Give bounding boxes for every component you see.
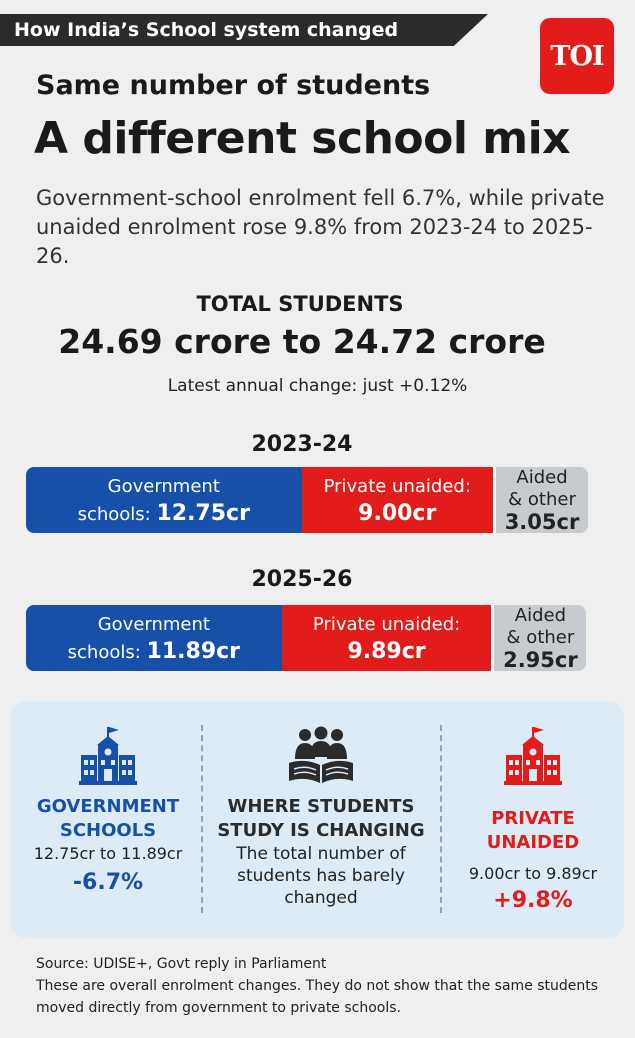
- year-label-2023-24: 2023-24: [251, 432, 353, 457]
- source-line: Source: UDISE+, Govt reply in Parliament: [36, 956, 327, 972]
- segment-name: Aided: [514, 605, 567, 626]
- segment-name: Government: [107, 475, 220, 497]
- students-reading-icon: [289, 726, 353, 783]
- government-change: -6.7%: [72, 870, 144, 895]
- bar-segment-aided-2025-26: Aided & other 2.95cr: [494, 605, 587, 672]
- data-label-private-2023-24: 9.00cr: [358, 501, 437, 526]
- segment-label: schools: 12.75cr: [77, 500, 250, 526]
- segment-name: Government: [97, 613, 210, 635]
- private-range: 9.00cr to 9.89cr: [468, 864, 598, 883]
- segment-name-2: & other: [508, 489, 576, 510]
- annual-change: Latest annual change: just +0.12%: [167, 376, 468, 396]
- topic-tag: How India’s School system changed: [0, 14, 488, 46]
- segment-name: Private unaided:: [312, 614, 461, 635]
- bar-2025-26: Government schools: 11.89cr Private unai…: [26, 605, 587, 672]
- private-summary: PRIVATE UNAIDED 9.00cr to 9.89cr +9.8%: [444, 725, 622, 915]
- middle-text: The total number of students has barely …: [236, 844, 406, 908]
- government-school-icon: [79, 727, 137, 785]
- segment-label: schools: 11.89cr: [67, 638, 241, 664]
- government-summary: GOVERNMENT SCHOOLS 12.75cr to 11.89cr -6…: [20, 725, 196, 897]
- toi-logo: TOI: [540, 18, 614, 94]
- panel-divider: [201, 725, 203, 913]
- total-students-value: 24.69 crore to 24.72 crore: [58, 322, 546, 361]
- data-label-government-2025-26: 11.89cr: [146, 638, 241, 664]
- year-label-2025-26: 2025-26: [251, 567, 353, 592]
- subheading: Same number of students: [36, 70, 431, 101]
- bar-segment-private-2023-24: Private unaided: 9.00cr: [301, 467, 496, 533]
- government-title: GOVERNMENT SCHOOLS: [36, 796, 180, 841]
- intro-text: Government-school enrolment fell 6.7%, w…: [36, 186, 605, 268]
- segment-name-2: & other: [506, 627, 575, 648]
- source-caveat: These are overall enrolment changes. The…: [36, 978, 599, 1016]
- source-note: Source: UDISE+, Govt reply in Parliament…: [36, 953, 606, 1019]
- middle-summary: WHERE STUDENTS STUDY IS CHANGING The tot…: [206, 725, 436, 909]
- data-label-private-2025-26: 9.89cr: [347, 639, 426, 664]
- private-school-icon: [504, 727, 562, 785]
- data-label-government-2023-24: 12.75cr: [156, 500, 250, 526]
- total-students-label: TOTAL STUDENTS: [196, 292, 404, 316]
- bar-2023-24: Government schools: 12.75cr Private unai…: [26, 467, 588, 533]
- private-change: +9.8%: [493, 888, 573, 913]
- data-label-aided-2023-24: 3.05cr: [504, 510, 580, 534]
- government-range: 12.75cr to 11.89cr: [33, 844, 183, 863]
- segment-name: Aided: [516, 467, 568, 488]
- bar-segment-private-2025-26: Private unaided: 9.89cr: [281, 605, 495, 671]
- headline: A different school mix: [34, 113, 571, 164]
- bar-segment-aided-2023-24: Aided & other 3.05cr: [496, 467, 588, 533]
- bar-segment-government-2023-24: Government schools: 12.75cr: [26, 467, 302, 533]
- segment-name: Private unaided:: [323, 476, 471, 497]
- private-title: PRIVATE UNAIDED: [486, 808, 580, 853]
- bar-segment-government-2025-26: Government schools: 11.89cr: [26, 605, 282, 671]
- panel-divider: [440, 725, 442, 913]
- middle-title: WHERE STUDENTS STUDY IS CHANGING: [217, 796, 425, 841]
- data-label-aided-2025-26: 2.95cr: [503, 648, 578, 672]
